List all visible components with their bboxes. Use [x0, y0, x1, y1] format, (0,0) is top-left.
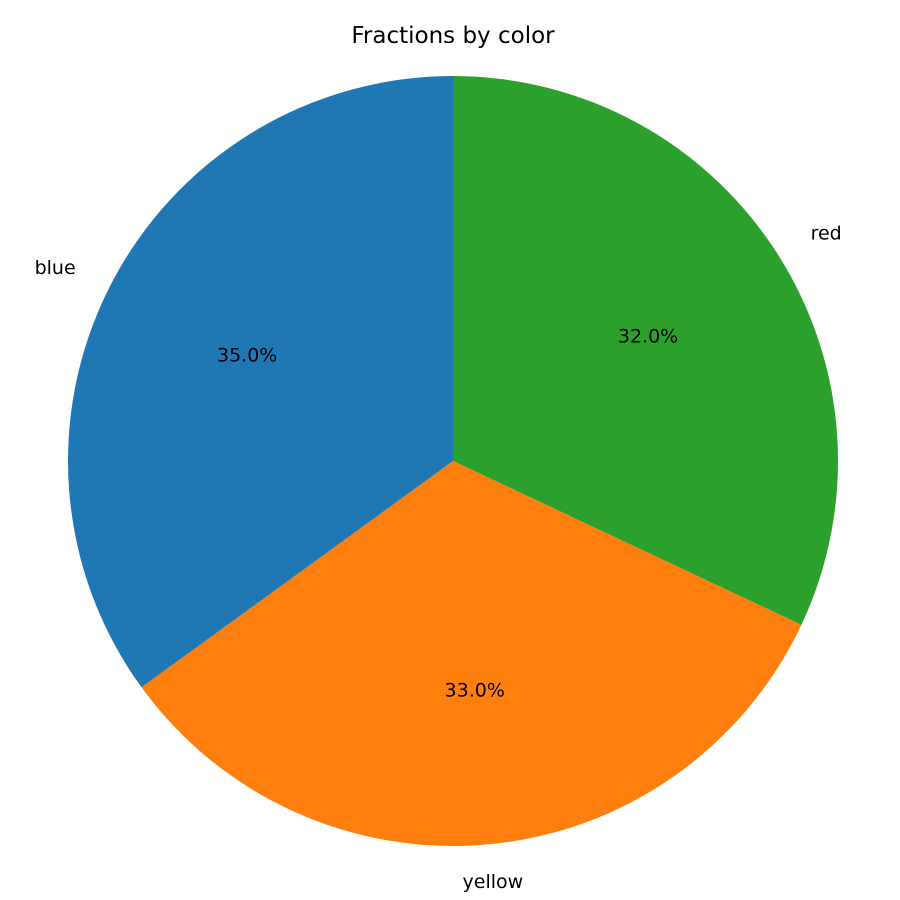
slice-percent-blue: 35.0%: [217, 345, 277, 367]
slice-label-blue: blue: [35, 257, 76, 279]
slice-percent-red: 32.0%: [618, 326, 678, 348]
chart-title: Fractions by color: [351, 23, 555, 49]
pie-slice-yellow: [141, 461, 802, 846]
pie-labels: red 32.0% yellow 33.0% blue 35.0%: [35, 223, 842, 894]
pie-slice-red: [453, 76, 838, 625]
slice-label-yellow: yellow: [463, 871, 524, 893]
pie-slice-blue: [68, 76, 453, 688]
pie-slices: [68, 76, 838, 846]
slice-label-red: red: [811, 223, 842, 245]
slice-percent-yellow: 33.0%: [445, 679, 505, 701]
